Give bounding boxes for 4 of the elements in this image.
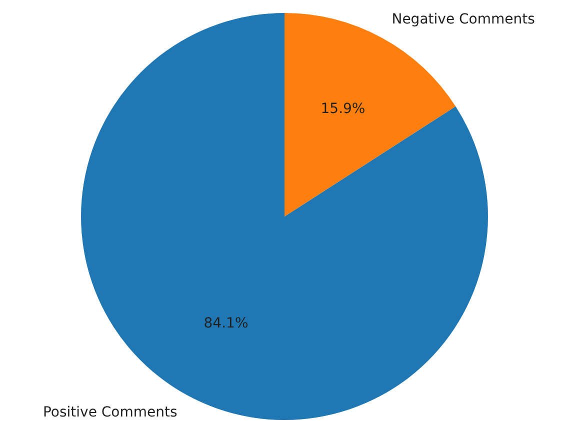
slice-label: Negative Comments (392, 12, 535, 28)
slice-label: Positive Comments (42, 404, 178, 421)
data-label: 84.1% (204, 315, 248, 332)
data-label: 15.9% (320, 100, 366, 117)
